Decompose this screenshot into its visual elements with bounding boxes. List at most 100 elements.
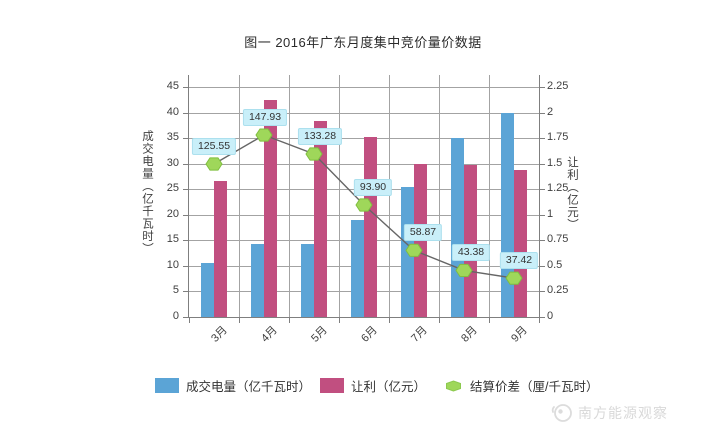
v-gridline (439, 75, 440, 317)
right-axis-tick-label: 1.5 (547, 156, 563, 169)
chart-title: 图一 2016年广东月度集中竞价量价数据 (244, 35, 482, 50)
watermark: 南方能源观察 (550, 402, 668, 424)
watermark-logo-icon (550, 402, 574, 424)
x-axis-tick (389, 317, 390, 323)
concession-bar (214, 181, 227, 317)
x-axis-tick (239, 317, 240, 323)
left-axis-tick-label: 45 (166, 80, 179, 92)
volume-bar (301, 243, 314, 317)
right-axis-tick-label: 0 (547, 310, 554, 322)
right-axis-tick (539, 87, 545, 88)
x-axis-label: 3月 (209, 324, 230, 345)
right-axis-tick-label: 0.75 (547, 233, 569, 246)
watermark-text: 南方能源观察 (578, 405, 668, 421)
left-axis-tick (183, 214, 189, 216)
right-axis-tick-label: 0.5 (547, 258, 563, 271)
right-axis-tick (539, 214, 545, 216)
x-axis-tick (489, 317, 490, 323)
left-axis-tick (183, 87, 189, 88)
left-axis-tick (183, 189, 189, 191)
point-label: 133.28 (297, 128, 343, 145)
legend-item-concession: 让利（亿元） (320, 376, 426, 395)
concession-bar (464, 164, 477, 317)
plot-area: 0 0 5 0.25 10 0.5 15 0.75 20 1 25 1.25 30 1.5 35 1.75 40… (167, 75, 568, 323)
left-axis-tick-label: 35 (166, 131, 179, 144)
x-axis-tick (189, 317, 190, 323)
price-spread-marker (405, 243, 423, 257)
point-label: 147.93 (242, 109, 288, 127)
left-axis-tick-label: 20 (166, 207, 179, 220)
price-spread-marker (305, 147, 323, 161)
point-label: 37.42 (499, 252, 539, 270)
volume-bar (201, 263, 214, 317)
point-label: 43.38 (451, 244, 491, 262)
left-axis-tick (183, 291, 189, 293)
x-axis-label: 5月 (309, 324, 330, 345)
left-axis-tick (183, 112, 189, 114)
x-axis-label: 4月 (259, 324, 280, 345)
right-axis-tick-label: 2 (547, 105, 554, 118)
v-gridline (489, 75, 490, 317)
concession-bar (264, 100, 277, 317)
x-axis-tick (339, 317, 340, 323)
left-axis-tick-label: 40 (166, 105, 179, 118)
left-axis-title: 成交电量（亿千瓦时） (141, 130, 153, 255)
x-axis-tick (289, 317, 290, 323)
price-spread-marker (205, 157, 223, 171)
price-spread-marker (255, 128, 273, 142)
concession-swatch (320, 378, 344, 393)
price-spread-marker (355, 198, 373, 212)
left-axis-tick-label: 5 (172, 284, 179, 297)
right-axis-tick (539, 265, 545, 267)
price-spread-marker (455, 263, 473, 277)
left-axis-tick (183, 265, 189, 267)
right-axis-tick (539, 317, 545, 318)
h-gridline (189, 112, 539, 114)
x-axis-label: 6月 (359, 324, 380, 345)
concession-bar (314, 120, 327, 317)
v-gridline (389, 75, 390, 317)
legend-item-volume: 成交电量（亿千瓦时） (155, 376, 311, 395)
price-spread-swatch-hexagon-icon (444, 377, 463, 395)
right-axis-tick-label: 2.25 (547, 80, 569, 92)
volume-bar (351, 219, 364, 317)
point-label: 93.90 (353, 179, 393, 196)
point-label: 58.87 (403, 224, 443, 242)
x-axis-label: 9月 (509, 324, 530, 345)
right-axis-tick (539, 189, 545, 191)
legend-label-concession: 让利（亿元） (351, 380, 427, 394)
v-gridline (239, 75, 240, 317)
price-spread-layer (205, 128, 523, 285)
x-axis-label: 7月 (409, 324, 430, 345)
left-axis-tick-label: 30 (166, 156, 179, 169)
left-axis-tick-label: 0 (172, 310, 179, 322)
h-gridline (189, 87, 539, 88)
x-axis-tick (439, 317, 440, 323)
left-axis-tick-label: 10 (166, 258, 179, 271)
left-axis-tick-label: 25 (166, 182, 179, 195)
left-axis-tick (183, 138, 189, 140)
right-axis-tick (539, 291, 545, 293)
legend-label-price-spread: 结算价差（厘/千瓦时） (470, 380, 599, 394)
point-label: 125.55 (191, 138, 237, 156)
left-axis-tick (183, 163, 189, 165)
right-axis-tick (539, 240, 545, 242)
volume-swatch (155, 378, 179, 393)
right-axis-title: 让利（亿元） (566, 156, 578, 231)
price-spread-marker (505, 271, 523, 285)
x-axis-label: 8月 (459, 324, 480, 345)
x-axis-tick (539, 317, 540, 323)
legend-label-volume: 成交电量（亿千瓦时） (186, 380, 312, 394)
right-axis-tick-label: 1 (547, 207, 554, 220)
right-axis-tick-label: 1.75 (547, 131, 569, 144)
right-axis-tick (539, 138, 545, 140)
left-axis-tick-label: 15 (166, 233, 179, 246)
right-axis-tick-label: 0.25 (547, 284, 569, 297)
v-gridline (289, 75, 290, 317)
left-axis-tick (183, 317, 189, 318)
legend-item-price-spread: 结算价差（厘/千瓦时） (444, 376, 598, 395)
volume-bar (251, 243, 264, 317)
right-axis-tick (539, 163, 545, 165)
right-axis-tick (539, 112, 545, 114)
